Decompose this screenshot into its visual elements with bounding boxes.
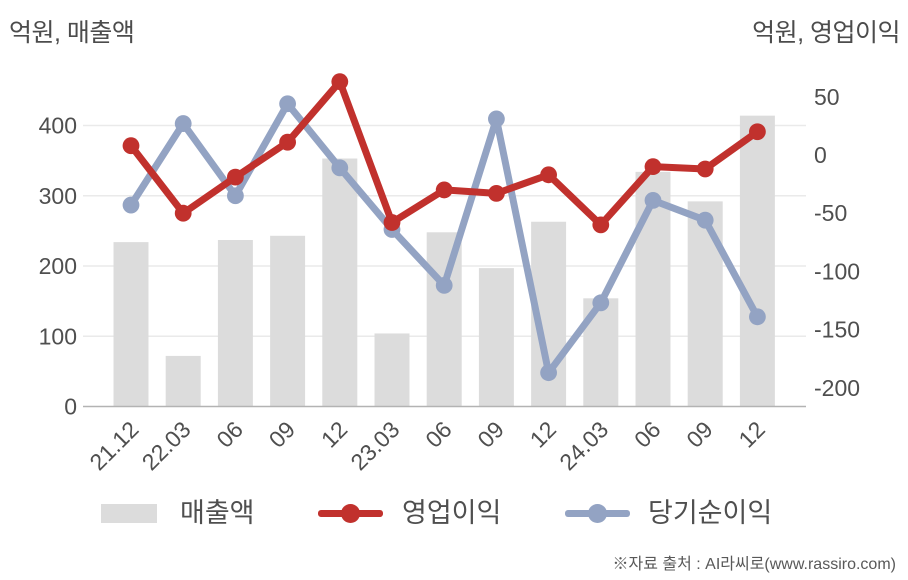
left-tick-label: 300 bbox=[39, 183, 77, 209]
x-tick-label: 06 bbox=[629, 416, 665, 452]
revenue-bar bbox=[478, 268, 514, 407]
영업이익-point bbox=[488, 185, 505, 202]
revenue-bar bbox=[322, 158, 358, 407]
revenue-bar bbox=[635, 171, 671, 407]
당기순이익-point bbox=[435, 276, 453, 294]
legend-label-operating-profit: 영업이익 bbox=[402, 498, 502, 528]
x-tick-label: 22.03 bbox=[137, 416, 196, 475]
영업이익-point bbox=[644, 158, 662, 176]
당기순이익-point bbox=[540, 364, 557, 382]
legend-swatch-operating-profit-dot bbox=[341, 504, 360, 523]
x-tick-label: 24.03 bbox=[554, 416, 613, 475]
영업이익-point bbox=[279, 133, 296, 151]
x-tick-label: 09 bbox=[472, 416, 508, 452]
right-axis-title: 억원, 영업이익 bbox=[752, 19, 900, 47]
당기순이익-point bbox=[174, 115, 192, 132]
legend-label-net-profit: 당기순이익 bbox=[648, 498, 773, 528]
source-note: ※자료 출처 : AI라씨로(www.rassiro.com) bbox=[612, 556, 896, 573]
x-tick-label: 09 bbox=[264, 416, 300, 452]
left-tick-label: 0 bbox=[64, 394, 77, 420]
right-tick-label: -150 bbox=[814, 317, 860, 343]
x-tick-label: 12 bbox=[525, 416, 561, 452]
당기순이익-point bbox=[279, 95, 296, 113]
x-tick-label: 12 bbox=[733, 416, 769, 452]
right-tick-label: 0 bbox=[814, 142, 827, 168]
revenue-bar bbox=[426, 232, 462, 407]
revenue-bar bbox=[217, 240, 253, 407]
left-axis-title: 억원, 매출액 bbox=[9, 19, 135, 47]
영업이익-point bbox=[435, 181, 453, 199]
영업이익-point bbox=[540, 166, 557, 184]
revenue-bar bbox=[739, 115, 775, 407]
x-tick-label: 09 bbox=[681, 416, 717, 452]
revenue-bar bbox=[165, 355, 201, 407]
legend-swatch-revenue-bar bbox=[101, 504, 157, 523]
당기순이익-point bbox=[331, 159, 349, 177]
x-tick-label: 06 bbox=[211, 416, 247, 452]
x-tick-label: 23.03 bbox=[345, 416, 404, 475]
당기순이익-point bbox=[749, 308, 766, 326]
right-tick-label: -100 bbox=[814, 258, 860, 284]
당기순이익-point bbox=[696, 211, 714, 229]
x-tick-label: 21.12 bbox=[84, 416, 143, 475]
영업이익-point bbox=[122, 137, 140, 155]
revenue-bar bbox=[113, 242, 149, 407]
legend-swatch-net-profit-dot bbox=[588, 504, 607, 523]
영업이익-point bbox=[592, 216, 610, 234]
영업이익-point bbox=[383, 214, 401, 231]
legend-label-revenue: 매출액 bbox=[180, 498, 255, 528]
revenue-bar bbox=[270, 235, 306, 407]
right-tick-label: -50 bbox=[814, 200, 847, 226]
left-tick-label: 200 bbox=[39, 253, 77, 279]
영업이익-point bbox=[696, 160, 714, 178]
revenue-bar bbox=[687, 201, 723, 407]
당기순이익-point bbox=[644, 191, 662, 209]
x-tick-label: 06 bbox=[420, 416, 456, 452]
영업이익-point bbox=[174, 204, 192, 222]
left-tick-label: 400 bbox=[39, 113, 77, 139]
revenue-bar bbox=[374, 333, 410, 407]
left-tick-label: 100 bbox=[39, 323, 77, 349]
당기순이익-point bbox=[227, 187, 244, 205]
영업이익-point bbox=[227, 168, 244, 186]
당기순이익-point bbox=[122, 196, 140, 214]
combo-chart-plot: 400 300 200 100 0 50 0 -50 -100 -150 -200 21.1222.0… bbox=[39, 73, 860, 475]
right-tick-label: 50 bbox=[814, 84, 840, 110]
영업이익-point bbox=[331, 73, 349, 91]
당기순이익-point bbox=[488, 110, 505, 128]
x-tick-label: 12 bbox=[316, 416, 352, 452]
영업이익-point bbox=[749, 123, 766, 141]
right-tick-label: -200 bbox=[814, 375, 860, 401]
당기순이익-point bbox=[592, 294, 610, 312]
